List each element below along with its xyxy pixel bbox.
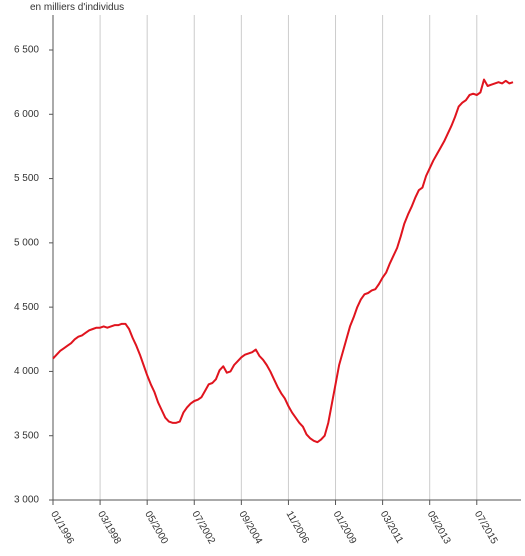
y-tick-label: 5 000	[14, 237, 39, 248]
y-tick-label: 4 000	[14, 366, 39, 377]
y-axis-label: en milliers d'individus	[30, 2, 124, 13]
x-tick-label: 03/1998	[95, 509, 123, 546]
x-tick-label: 11/2006	[284, 509, 311, 546]
x-tick-label: 07/2002	[189, 509, 217, 546]
x-tick-label: 05/2000	[142, 509, 170, 546]
y-tick-label: 3 500	[14, 430, 39, 441]
y-tick-label: 5 500	[14, 173, 39, 184]
y-tick-label: 4 500	[14, 302, 39, 313]
y-tick-label: 6 000	[14, 109, 39, 120]
x-tick-label: 09/2004	[236, 509, 264, 546]
y-tick-label: 3 000	[14, 495, 39, 506]
x-tick-label: 07/2015	[472, 509, 500, 546]
x-tick-label: 05/2013	[425, 509, 453, 546]
data-line	[52, 78, 514, 444]
x-tick-label: 03/2011	[378, 509, 405, 546]
y-tick-label: 6 500	[14, 45, 39, 56]
x-tick-label: 01/1996	[48, 509, 76, 546]
x-tick-label: 01/2009	[331, 509, 359, 546]
